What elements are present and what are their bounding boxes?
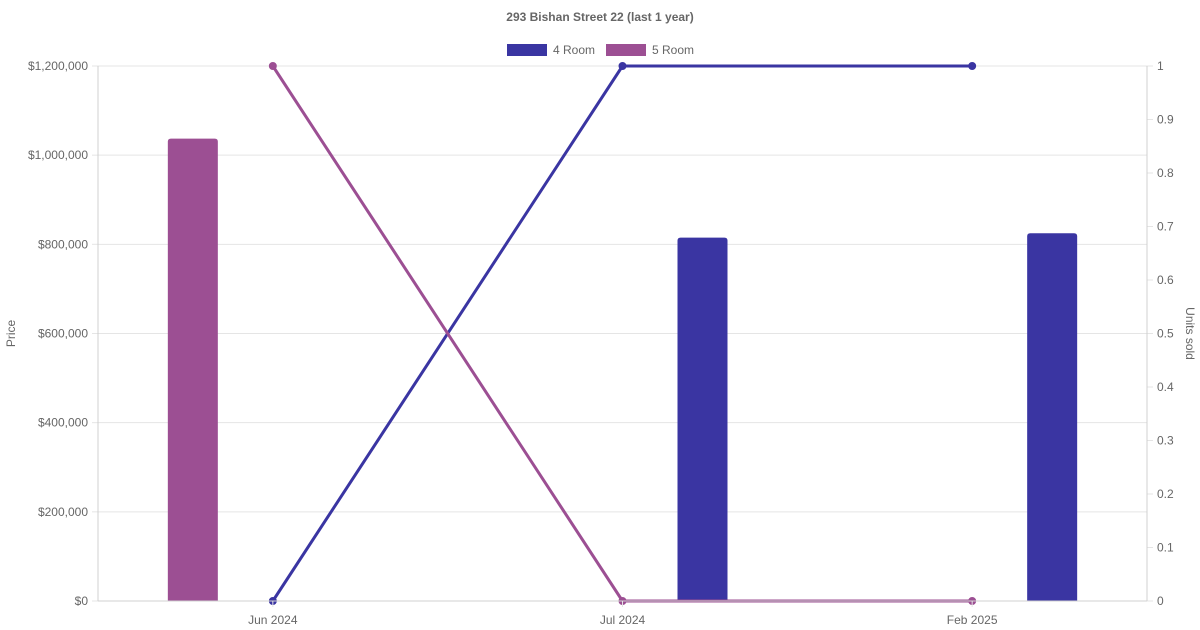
- y-right-tick-label: 1: [1157, 59, 1164, 73]
- y-left-tick-label: $200,000: [38, 505, 88, 519]
- grid-layer: [98, 65, 1147, 602]
- y-right-tick-label: 0.3: [1157, 434, 1174, 448]
- legend: 4 Room 5 Room: [507, 43, 694, 57]
- legend-swatch: [606, 44, 646, 56]
- y-right-tick-label: 0.7: [1157, 220, 1174, 234]
- y-left-tick-label: $600,000: [38, 327, 88, 341]
- bar-4-room: [677, 237, 728, 602]
- legend-label: 4 Room: [553, 43, 595, 57]
- x-tick-label: Jun 2024: [248, 613, 298, 627]
- y-left-axis-title: Price: [4, 320, 18, 348]
- x-tick-label: Feb 2025: [947, 613, 998, 627]
- y-right-tick-label: 0.6: [1157, 273, 1174, 287]
- y-left-tick-label: $800,000: [38, 237, 88, 251]
- bar-layer: [167, 138, 1078, 602]
- y-right-tick-label: 0.1: [1157, 541, 1174, 555]
- point-4-room: [618, 62, 627, 70]
- bar-4-room: [1027, 233, 1078, 601]
- y-right-tick-label: 0.5: [1157, 327, 1174, 341]
- x-tick-label: Jul 2024: [600, 613, 646, 627]
- y-left-tick-label: $1,200,000: [28, 59, 88, 73]
- bar-5-room: [167, 138, 218, 601]
- y-right-axis-title: Units sold: [1183, 307, 1197, 360]
- y-right-tick-label: 0.9: [1157, 113, 1174, 127]
- y-right-tick-label: 0.8: [1157, 166, 1174, 180]
- y-left-tick-label: $0: [75, 594, 89, 608]
- legend-label: 5 Room: [652, 43, 694, 57]
- y-right-tick-label: 0.2: [1157, 487, 1174, 501]
- y-right-tick-label: 0.4: [1157, 380, 1174, 394]
- axis-layer: $0 $200,000 $400,000 $600,000 $800,000 $1,000…: [4, 59, 1197, 627]
- y-left-tick-label: $400,000: [38, 416, 88, 430]
- point-5-room: [268, 62, 277, 70]
- point-4-room: [968, 62, 977, 70]
- legend-swatch: [507, 44, 547, 56]
- y-left-tick-label: $1,000,000: [28, 148, 88, 162]
- chart-title: 293 Bishan Street 22 (last 1 year): [506, 10, 693, 24]
- y-right-tick-label: 0: [1157, 594, 1164, 608]
